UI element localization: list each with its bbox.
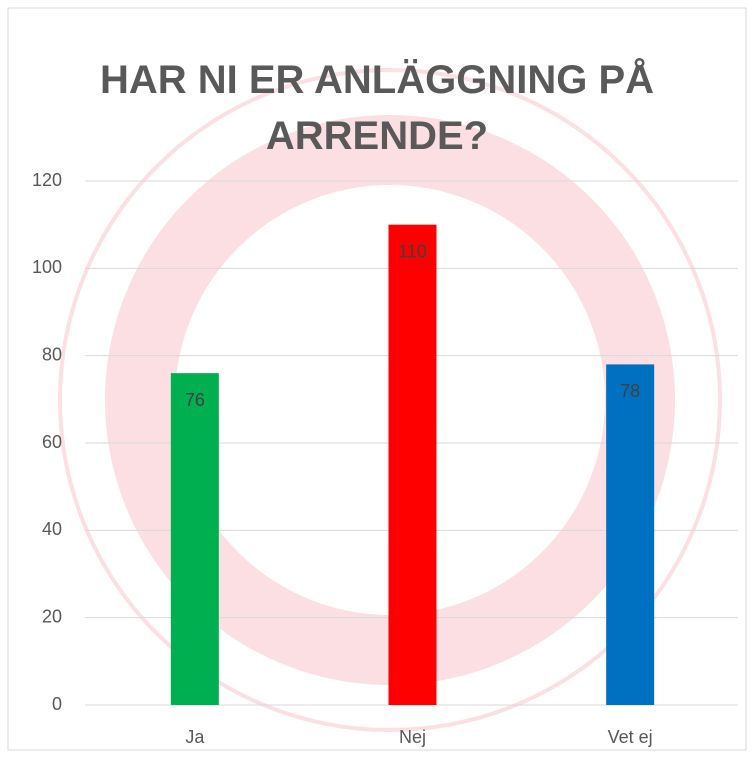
chart-border: [7, 7, 747, 751]
chart-title: HAR NI ER ANLÄGGNING PÅ ARRENDE?: [99, 58, 655, 158]
data-label: 78: [620, 381, 640, 401]
y-tick-label: 20: [42, 606, 62, 626]
y-tick-label: 120: [32, 170, 62, 190]
y-tick-label: 80: [42, 344, 62, 364]
bar: [606, 364, 655, 705]
y-tick-label: 40: [42, 519, 62, 539]
x-tick-label: Vet ej: [608, 727, 653, 747]
data-label: 110: [398, 241, 427, 261]
y-tick-label: 0: [52, 694, 62, 714]
y-tick-label: 60: [42, 432, 62, 452]
x-tick-label: Nej: [399, 727, 426, 747]
bar: [388, 224, 437, 705]
bar: [170, 373, 219, 705]
data-label: 76: [185, 390, 205, 410]
x-tick-label: Ja: [185, 727, 205, 747]
y-tick-label: 100: [32, 257, 62, 277]
